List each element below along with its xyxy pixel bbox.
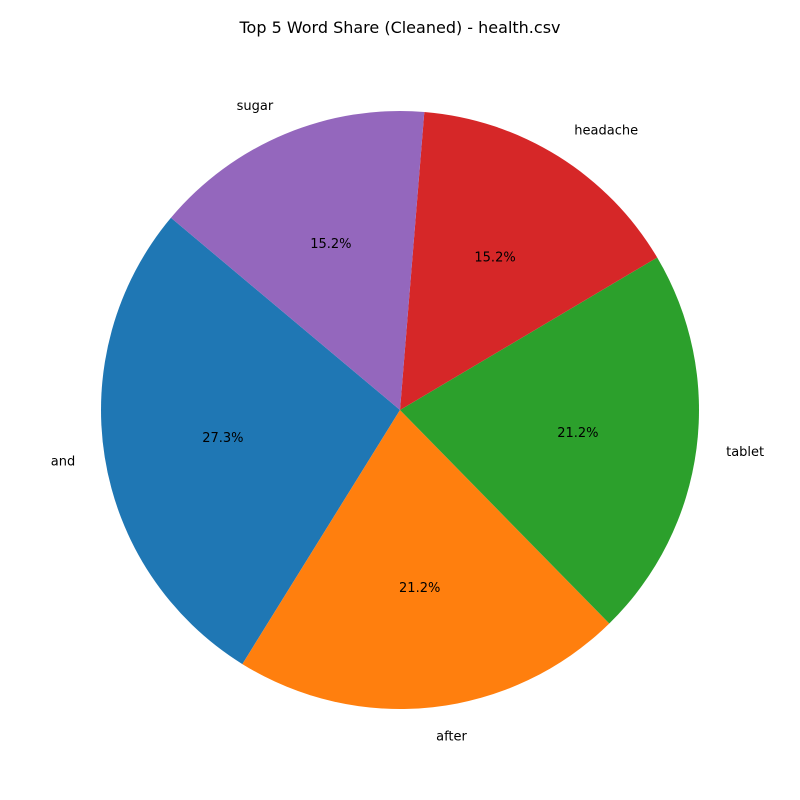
slice-label-tablet: tablet — [726, 445, 764, 460]
slice-label-headache: headache — [574, 124, 638, 139]
pie-slice-tablet — [400, 257, 699, 624]
pie-slice-after — [242, 410, 610, 709]
slice-label-after: after — [436, 729, 467, 744]
slice-percent-sugar: 15.2% — [310, 237, 351, 252]
slice-percent-after: 21.2% — [399, 581, 440, 596]
slice-percent-and: 27.3% — [202, 431, 243, 446]
slice-label-sugar: sugar — [237, 99, 274, 114]
pie-slice-and — [100, 217, 401, 665]
slice-percent-tablet: 21.2% — [557, 426, 598, 441]
slice-percent-headache: 15.2% — [474, 250, 515, 265]
pie-slice-headache — [400, 111, 658, 410]
pie-slice-sugar — [170, 111, 425, 410]
pie-labels: and 27.3% after 21.2% tablet 21.2% headache 15.… — [51, 99, 764, 744]
chart-title: Top 5 Word Share (Cleaned) - health.csv — [239, 18, 561, 37]
slice-label-and: and — [51, 454, 75, 469]
pie-slices — [100, 111, 699, 709]
